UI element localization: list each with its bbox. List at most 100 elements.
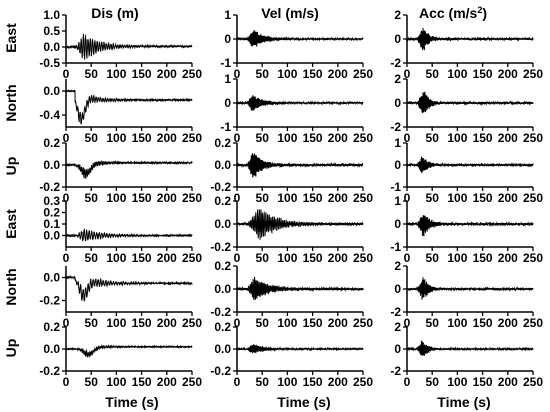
y-tick-label: 2 [394, 8, 401, 22]
series-trace [65, 275, 193, 302]
y-tick-label: 2 [394, 72, 401, 86]
y-tick-label: 2 [394, 259, 401, 273]
x-tick-label: 250 [523, 191, 543, 205]
x-tick-label: 0 [234, 375, 241, 389]
y-tick-label: -0.2 [39, 294, 60, 308]
x-tick-label: 50 [85, 375, 99, 389]
x-axis-title-vel: Time (s) [277, 394, 330, 410]
x-tick-label: 0 [404, 251, 411, 265]
x-tick-label: 50 [256, 191, 270, 205]
series-trace [65, 88, 193, 125]
x-tick-label: 50 [426, 131, 440, 145]
x-tick-label: 150 [303, 251, 323, 265]
x-tick-label: 200 [157, 375, 177, 389]
x-tick-label: 200 [157, 131, 177, 145]
x-tick-label: 250 [182, 67, 202, 81]
x-tick-label: 100 [106, 375, 126, 389]
x-tick-label: 100 [447, 67, 467, 81]
x-tick-label: 0 [234, 191, 241, 205]
series-trace [65, 344, 193, 359]
y-tick-label: 0.0 [43, 271, 60, 285]
x-tick-label: 150 [303, 131, 323, 145]
x-tick-label: 150 [473, 316, 493, 330]
series-trace [406, 91, 534, 114]
series-trace [406, 215, 534, 237]
panel-r0-c0: -0.5 0.0 0.5 1.0 50 100 150 200 250 0 [39, 8, 202, 81]
y-tick-label: 1 [394, 136, 401, 150]
x-tick-label: 50 [426, 67, 440, 81]
x-tick-label: 50 [426, 251, 440, 265]
x-tick-label: 50 [85, 316, 99, 330]
x-tick-label: 50 [256, 251, 270, 265]
y-tick-label: 0 [394, 96, 401, 110]
x-tick-label: 200 [157, 67, 177, 81]
x-tick-label: 0 [404, 191, 411, 205]
x-tick-label: 100 [447, 375, 467, 389]
x-tick-label: 150 [473, 191, 493, 205]
row-label-up-1: Up [3, 157, 19, 176]
x-tick-label: 0 [234, 67, 241, 81]
series-trace [406, 340, 534, 356]
series-trace [236, 30, 364, 47]
x-tick-label: 250 [182, 375, 202, 389]
x-tick-label: 0 [63, 131, 70, 145]
y-tick-label: 1 [394, 194, 401, 208]
panel-r2-c1: -0.2 0.0 0.2 50 100 150 200 250 0 [210, 136, 373, 205]
row-label-north-2: North [3, 268, 19, 305]
y-tick-label: -2 [390, 364, 401, 378]
y-tick-label: 0.0 [43, 40, 60, 54]
x-tick-label: 0 [234, 316, 241, 330]
x-tick-label: 100 [106, 191, 126, 205]
x-tick-label: 200 [498, 316, 518, 330]
x-tick-label: 200 [328, 316, 348, 330]
y-tick-label: 0 [394, 32, 401, 46]
x-tick-label: 250 [523, 375, 543, 389]
y-tick-label: 0 [394, 158, 401, 172]
x-tick-label: 150 [473, 251, 493, 265]
series-trace [236, 153, 364, 178]
x-tick-label: 0 [404, 131, 411, 145]
column-title-acceleration: Acc (m/s2) [419, 5, 487, 21]
y-tick-label: 0.0 [43, 342, 60, 356]
panel-r2-c0: -0.2 0.0 0.2 50 100 150 200 250 0 [39, 136, 202, 205]
x-tick-label: 150 [132, 316, 152, 330]
row-label-north-1: North [3, 84, 19, 121]
y-tick-label: 0.0 [214, 158, 231, 172]
x-tick-label: 50 [256, 375, 270, 389]
y-tick-label: -2 [390, 120, 401, 134]
x-tick-label: 250 [182, 251, 202, 265]
y-tick-label: -0.4 [39, 108, 60, 122]
x-tick-label: 0 [63, 375, 70, 389]
x-tick-label: 100 [277, 191, 297, 205]
x-tick-label: 50 [426, 375, 440, 389]
y-tick-label: -0.2 [39, 364, 60, 378]
x-tick-label: 100 [447, 316, 467, 330]
x-tick-label: 250 [523, 67, 543, 81]
y-tick-label: 0 [394, 342, 401, 356]
x-tick-label: 50 [256, 316, 270, 330]
y-tick-label: 0.2 [43, 206, 60, 220]
series-trace [236, 343, 364, 354]
x-tick-label: 200 [328, 67, 348, 81]
x-tick-label: 50 [256, 131, 270, 145]
series-trace [65, 228, 193, 242]
x-tick-label: 200 [498, 191, 518, 205]
x-tick-label: 100 [106, 67, 126, 81]
column-title-velocity: Vel (m/s) [261, 5, 319, 21]
y-tick-label: 0.2 [43, 320, 60, 334]
x-tick-label: 200 [157, 191, 177, 205]
x-tick-label: 100 [447, 191, 467, 205]
x-tick-label: 0 [404, 67, 411, 81]
x-tick-label: 200 [498, 131, 518, 145]
x-tick-label: 250 [353, 316, 373, 330]
x-tick-label: 100 [106, 251, 126, 265]
x-tick-label: 100 [277, 131, 297, 145]
y-tick-label: 0.2 [214, 320, 231, 334]
x-tick-label: 0 [63, 316, 70, 330]
y-tick-label: 0.5 [43, 24, 60, 38]
x-tick-label: 150 [303, 191, 323, 205]
y-tick-label: 0.0 [43, 229, 60, 243]
